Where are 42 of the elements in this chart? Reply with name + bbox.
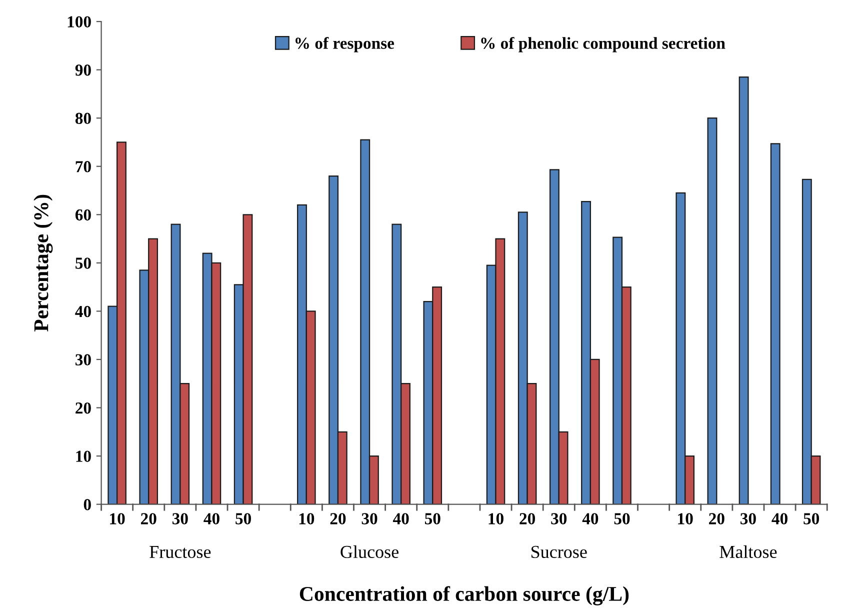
y-tick-label: 60: [75, 209, 91, 221]
x-tick-label: 10: [488, 513, 504, 524]
bar: [770, 143, 780, 504]
legend-label: % of response: [296, 36, 394, 52]
y-tick-label: 30: [76, 354, 91, 366]
y-axis-title: Percentage (%): [34, 194, 53, 332]
text: Glucose: [340, 545, 398, 558]
x-tick-label: 20: [520, 513, 536, 524]
x-tick-label: 30: [740, 513, 756, 524]
x-axis-title: Concentration of carbon source (g/L): [300, 586, 629, 606]
legend-label: % of phenolic compound secretion: [481, 36, 726, 52]
x-tick-label: 40: [392, 513, 409, 524]
y-tick-label: 0: [84, 499, 91, 510]
text: Fructose: [150, 546, 211, 558]
x-tick-label: 50: [804, 513, 820, 524]
y-tick-label: 70: [76, 161, 91, 172]
x-tick-label: 40: [204, 513, 220, 524]
y-tick-label: 100: [68, 16, 91, 28]
y-tick-label: 80: [75, 112, 91, 124]
x-tick-label: 30: [172, 513, 188, 524]
x-tick-label: 40: [772, 513, 788, 524]
x-tick-label: 10: [110, 513, 125, 524]
x-tick-label: 50: [614, 513, 630, 524]
y-tick-label: 90: [75, 64, 91, 76]
y-tick-label: 10: [76, 450, 91, 462]
x-tick-label: 40: [582, 513, 598, 524]
x-tick-label: 10: [678, 513, 693, 524]
x-tick-label: 10: [299, 513, 314, 524]
text: Sucrose: [532, 546, 587, 558]
x-tick-label: 50: [424, 513, 440, 524]
y-tick-label: 20: [76, 402, 91, 414]
x-tick-label: 20: [709, 513, 724, 524]
x-tick-label: 30: [362, 513, 378, 524]
bar: [707, 118, 718, 504]
x-tick-label: 20: [140, 513, 156, 524]
text: Maltose: [720, 545, 777, 558]
x-tick-label: 20: [330, 513, 346, 524]
bar: [738, 76, 749, 504]
y-tick-label: 50: [76, 258, 91, 269]
y-tick-label: 40: [75, 306, 91, 318]
x-tick-label: 30: [551, 513, 567, 524]
x-tick-label: 50: [236, 513, 251, 524]
